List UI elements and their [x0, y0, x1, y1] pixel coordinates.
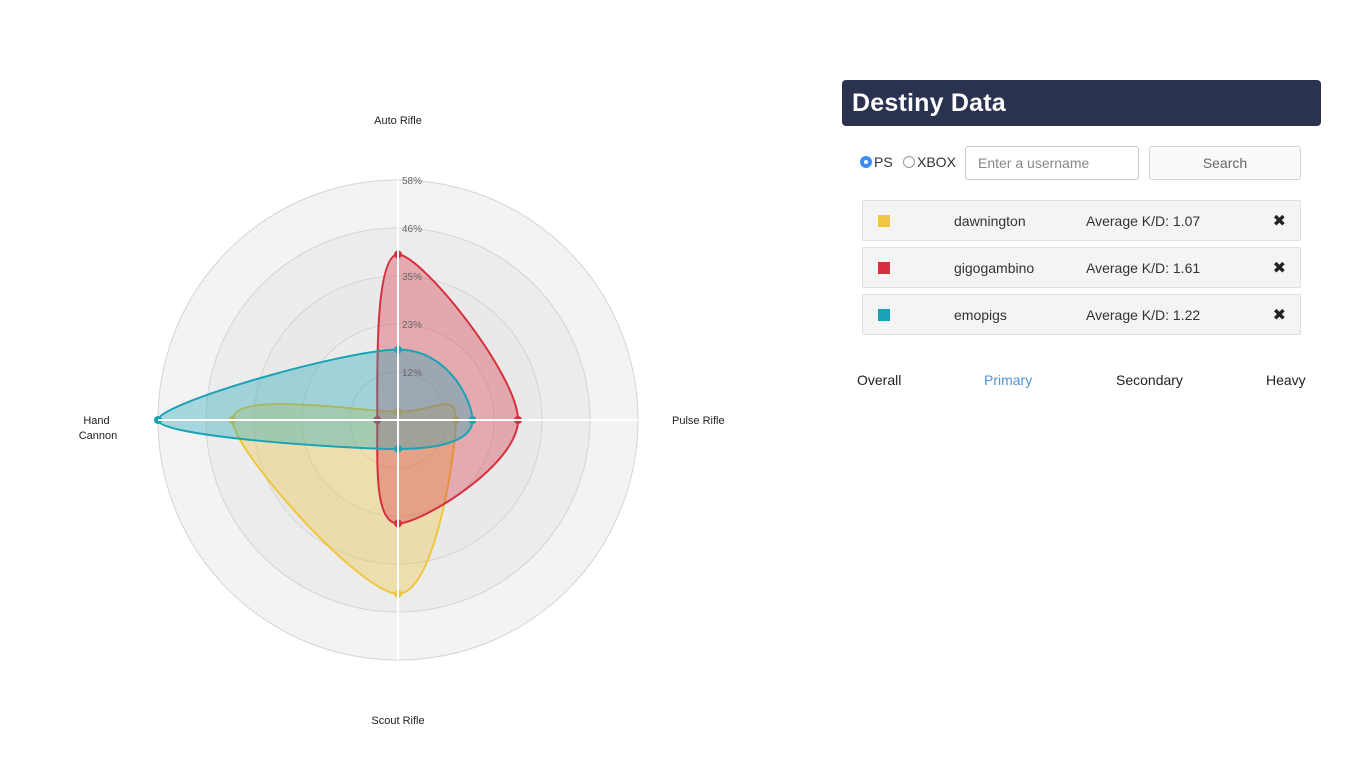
platform-radio-ps[interactable]: PS [860, 154, 893, 170]
platform-label-xbox: XBOX [917, 154, 956, 170]
ring-tick-label: 46% [402, 224, 422, 235]
tab-heavy[interactable]: Heavy [1266, 372, 1306, 388]
destiny-data-panel: Destiny Data PS XBOX Search dawnington A… [842, 80, 1321, 388]
axis-label-auto-rifle: Auto Rifle [374, 115, 422, 127]
radar-series [154, 250, 522, 598]
remove-player-icon[interactable]: ✖ [1272, 260, 1286, 277]
weapon-category-tabs: Overall Primary Secondary Heavy [842, 372, 1321, 392]
remove-player-icon[interactable]: ✖ [1272, 213, 1286, 230]
ring-tick-label: 35% [402, 272, 422, 283]
axis-label-hand-cannon: Hand Cannon [79, 415, 118, 442]
ring-tick-label: 23% [402, 320, 422, 331]
tab-secondary[interactable]: Secondary [1116, 372, 1183, 388]
axis-label-pulse-rifle: Pulse Rifle [672, 415, 725, 427]
search-button[interactable]: Search [1149, 146, 1301, 180]
platform-radio-xbox[interactable]: XBOX [903, 154, 956, 170]
search-controls: PS XBOX Search [842, 146, 1321, 180]
axis-label-scout-rifle: Scout Rifle [371, 715, 424, 727]
player-color-swatch [878, 309, 890, 321]
ring-tick-label: 12% [402, 368, 422, 379]
player-list: dawnington Average K/D: 1.07 ✖ gigogambi… [862, 200, 1301, 341]
remove-player-icon[interactable]: ✖ [1272, 307, 1286, 324]
player-kd: Average K/D: 1.61 [1086, 260, 1201, 276]
player-kd: Average K/D: 1.22 [1086, 307, 1201, 323]
player-kd: Average K/D: 1.07 [1086, 213, 1201, 229]
player-color-swatch [878, 215, 890, 227]
tab-primary[interactable]: Primary [984, 372, 1033, 388]
radar-chart: 12% 23% 35% 46% 58% Auto Rifle Pulse Rifle S… [79, 115, 725, 727]
username-input[interactable] [965, 146, 1139, 180]
radio-dot-xbox[interactable] [903, 156, 915, 168]
tab-overall[interactable]: Overall [857, 372, 902, 388]
ring-tick-label: 58% [402, 176, 422, 187]
player-row-gigogambino: gigogambino Average K/D: 1.61 ✖ [862, 247, 1301, 288]
radar-axes: 12% 23% 35% 46% 58% [158, 176, 638, 660]
panel-title: Destiny Data [852, 88, 1006, 117]
player-name: gigogambino [954, 260, 1035, 276]
player-row-dawnington: dawnington Average K/D: 1.07 ✖ [862, 200, 1301, 241]
player-name: dawnington [954, 213, 1026, 229]
radar-labels: Auto Rifle Pulse Rifle Scout Rifle Hand … [79, 115, 725, 727]
series-area-emopigs [156, 348, 474, 450]
radio-dot-ps[interactable] [860, 156, 872, 168]
panel-header: Destiny Data [842, 80, 1321, 126]
player-row-emopigs: emopigs Average K/D: 1.22 ✖ [862, 294, 1301, 335]
platform-label-ps: PS [874, 154, 893, 170]
player-name: emopigs [954, 307, 1007, 323]
player-color-swatch [878, 262, 890, 274]
